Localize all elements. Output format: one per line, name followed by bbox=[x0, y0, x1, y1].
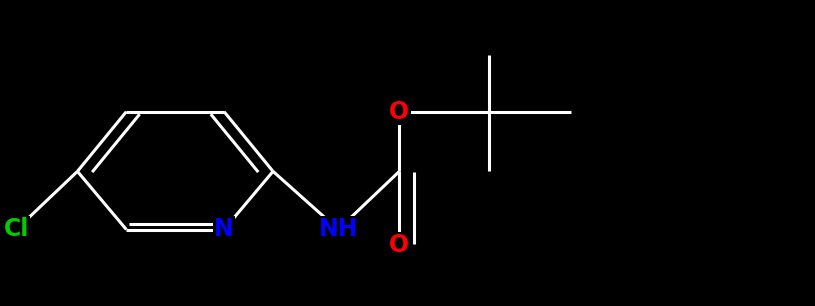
Text: O: O bbox=[390, 100, 409, 124]
Text: NH: NH bbox=[319, 218, 358, 241]
Text: N: N bbox=[214, 218, 234, 241]
Text: O: O bbox=[390, 233, 409, 257]
Text: Cl: Cl bbox=[3, 218, 29, 241]
